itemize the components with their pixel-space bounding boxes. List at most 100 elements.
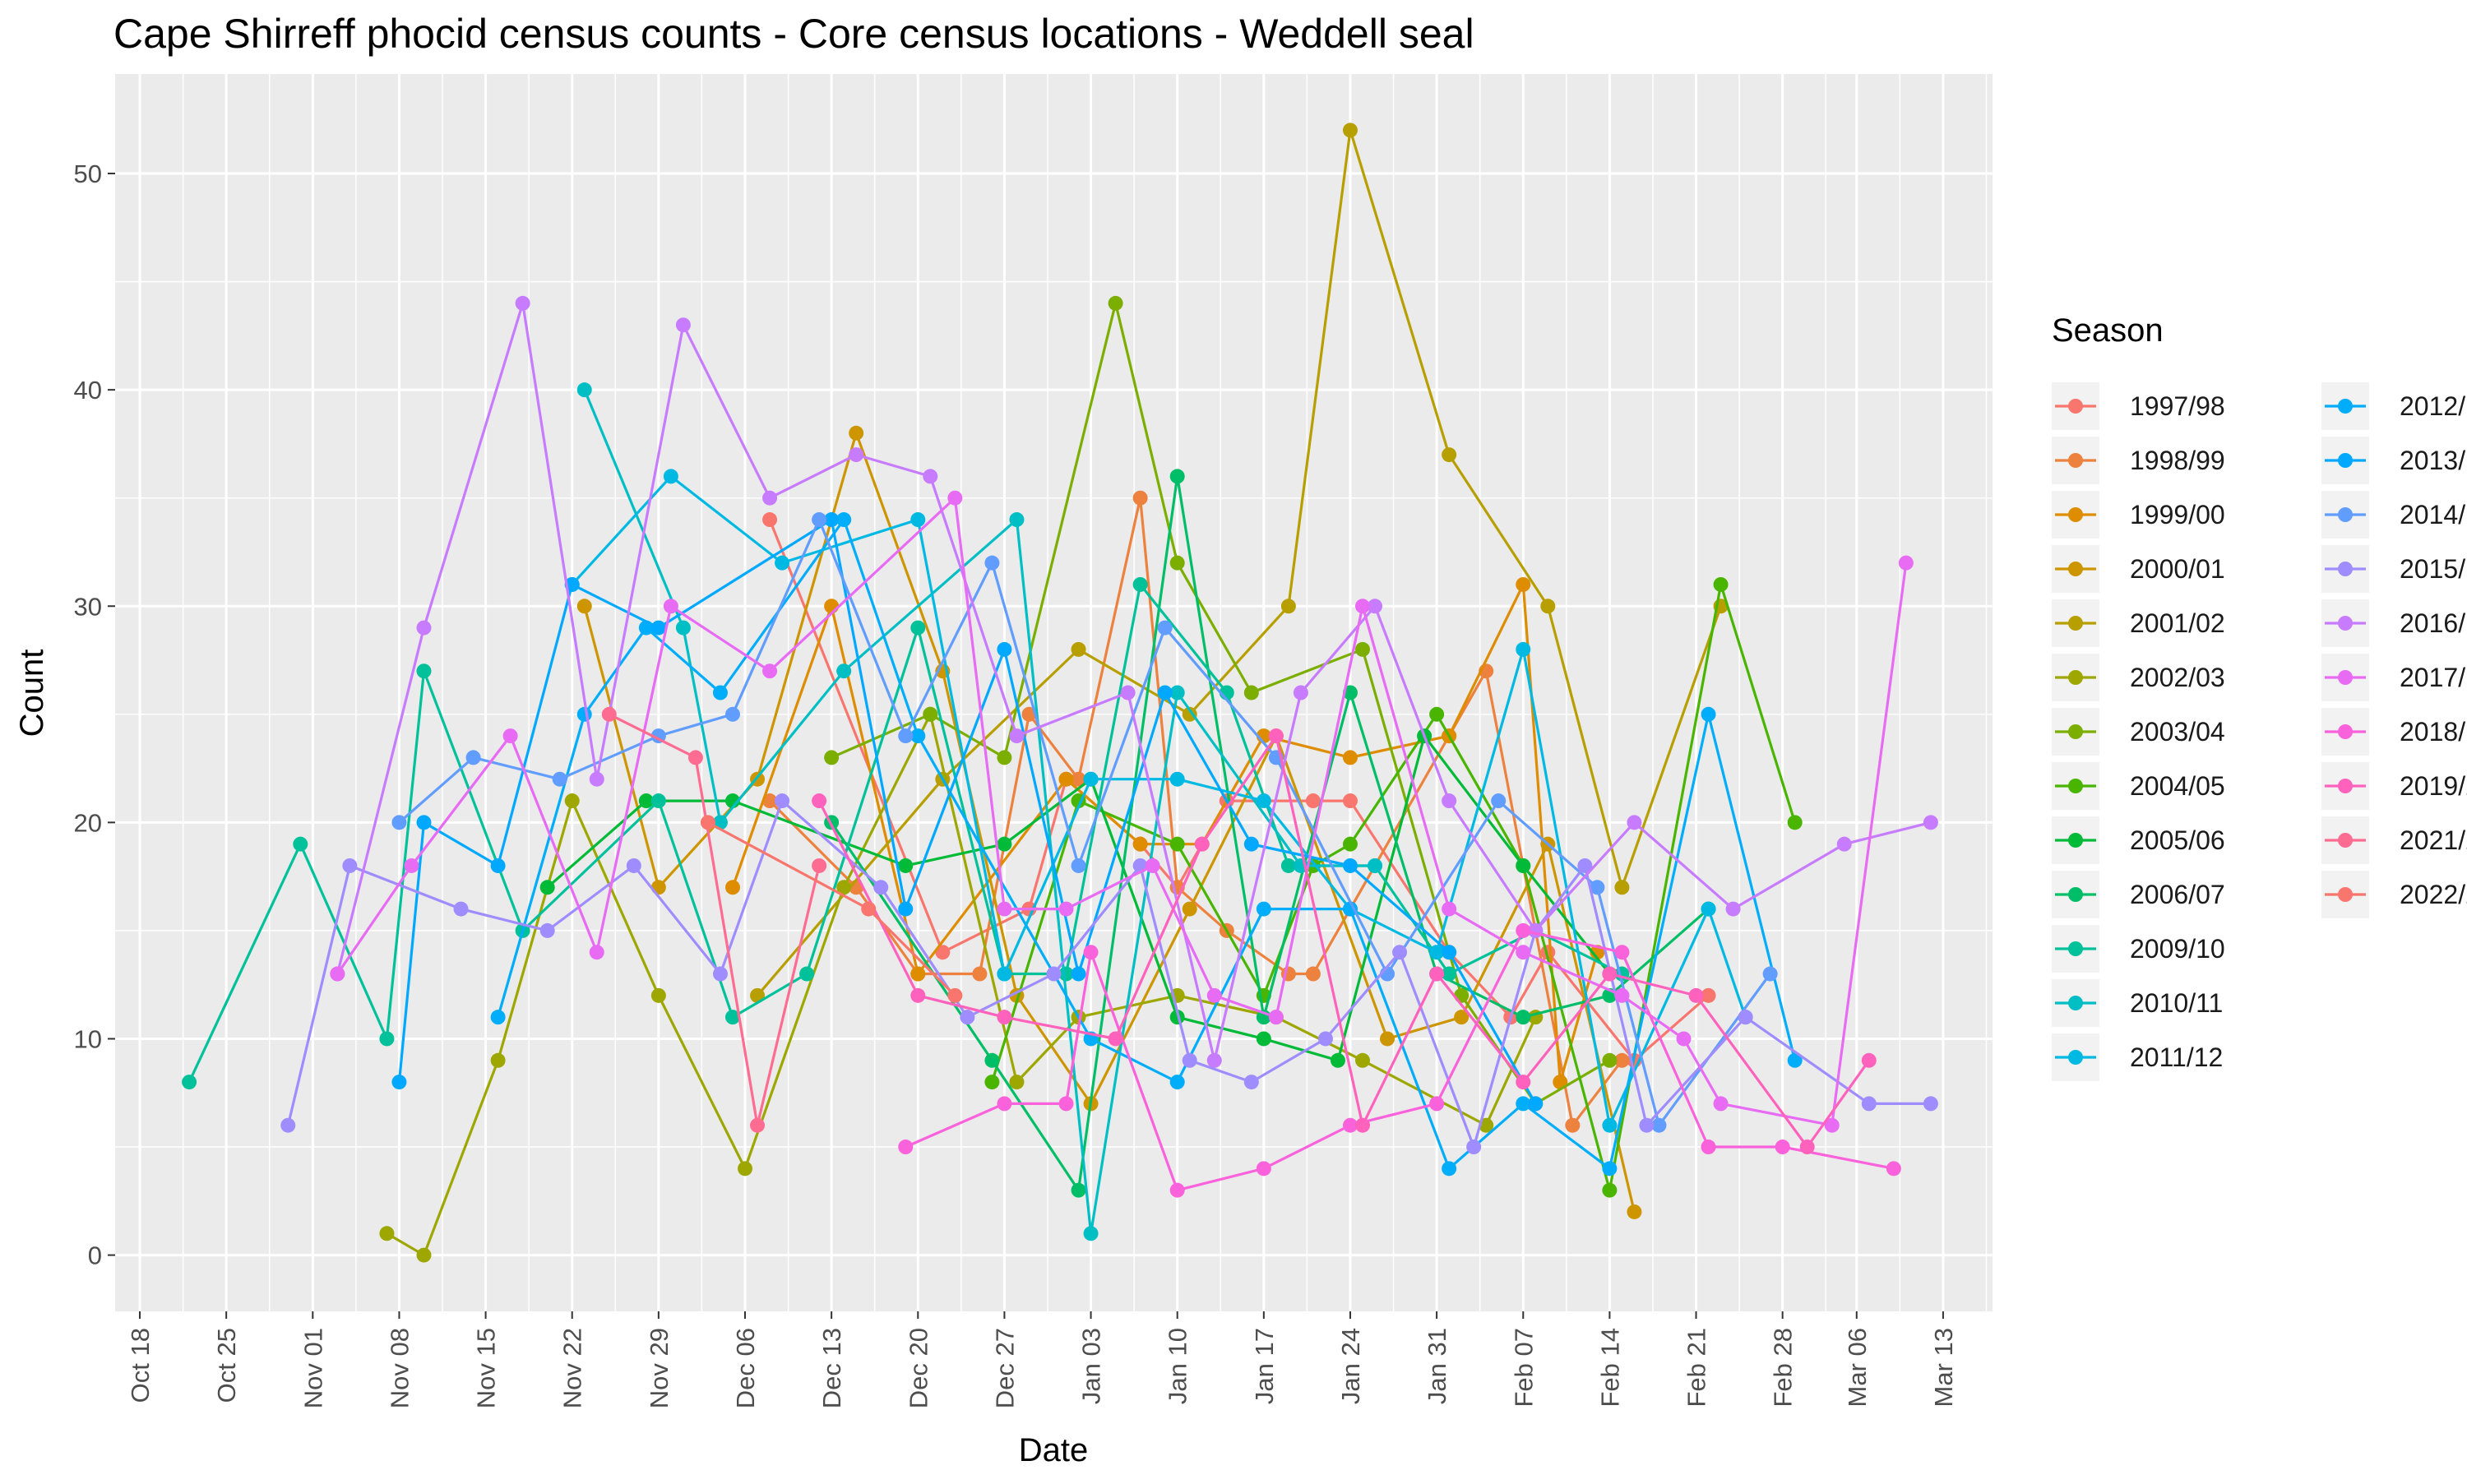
x-tick-label: Oct 18: [126, 1328, 155, 1403]
data-point: [1528, 1096, 1544, 1112]
data-point: [1132, 490, 1148, 506]
legend-key-point: [2068, 724, 2083, 739]
data-point: [539, 880, 555, 895]
data-point: [1317, 1031, 1333, 1047]
data-point: [1442, 901, 1457, 917]
data-point: [1824, 1117, 1840, 1133]
legend-title: Season: [2052, 312, 2164, 349]
data-point: [1368, 599, 1383, 614]
data-point: [923, 469, 938, 484]
legend: Season 1997/98 1998/99 1999/00 2000/01 2001/…: [2052, 312, 2467, 1081]
data-point: [984, 1075, 1000, 1090]
data-point: [1688, 987, 1704, 1003]
x-tick-label: Jan 24: [1336, 1328, 1365, 1404]
legend-label: 2018/19: [2400, 717, 2467, 747]
data-point: [1442, 447, 1457, 463]
legend-label: 2001/02: [2130, 608, 2225, 638]
data-point: [650, 987, 666, 1003]
legend-item: 1998/99: [2052, 437, 2225, 484]
data-point: [416, 815, 432, 830]
x-tick-label: Dec 20: [904, 1328, 933, 1408]
data-point: [675, 620, 691, 636]
data-point: [1169, 685, 1185, 700]
legend-key-point: [2068, 399, 2083, 414]
legend-item: 2001/02: [2052, 599, 2225, 647]
legend-key-point: [2068, 941, 2083, 956]
legend-key-point: [2338, 833, 2353, 848]
legend-label: 1998/99: [2130, 446, 2225, 475]
legend-item: 2006/07: [2052, 871, 2225, 918]
x-tick-label: Feb 28: [1769, 1328, 1798, 1408]
data-point: [1046, 966, 1062, 982]
data-point: [1479, 1117, 1494, 1133]
data-point: [1602, 966, 1618, 982]
data-point: [1354, 641, 1370, 657]
data-point: [1145, 858, 1160, 873]
data-point: [1516, 922, 1531, 938]
legend-key-point: [2068, 507, 2083, 522]
data-point: [997, 836, 1012, 852]
data-point: [576, 599, 592, 614]
data-point: [663, 599, 678, 614]
x-tick-label: Nov 01: [299, 1328, 327, 1408]
data-point: [712, 966, 728, 982]
data-point: [910, 620, 926, 636]
data-point: [898, 728, 914, 744]
data-point: [1157, 685, 1173, 700]
data-point: [293, 836, 308, 852]
data-point: [1627, 815, 1642, 830]
data-point: [1268, 1010, 1284, 1025]
data-point: [1701, 1140, 1716, 1155]
data-point: [1342, 836, 1358, 852]
legend-item: 2004/05: [2052, 762, 2225, 810]
series-line: [187, 583, 1623, 1083]
data-point: [738, 1161, 753, 1177]
data-point: [1590, 880, 1605, 895]
data-point: [984, 555, 1000, 571]
legend-item: 2022/23: [2321, 871, 2467, 918]
series-2017-18: [330, 490, 1914, 1133]
data-point: [1713, 576, 1729, 592]
data-point: [1713, 1096, 1729, 1112]
data-point: [1280, 599, 1296, 614]
legend-item: 2005/06: [2052, 816, 2225, 864]
data-point: [849, 447, 864, 463]
data-point: [1639, 1117, 1655, 1133]
data-point: [824, 512, 840, 528]
data-point: [799, 966, 815, 982]
data-point: [724, 880, 740, 895]
data-point: [1861, 1096, 1877, 1112]
data-point: [1342, 750, 1358, 765]
data-point: [1577, 858, 1593, 873]
data-point: [762, 793, 778, 809]
data-point: [873, 880, 889, 895]
x-axis: Oct 18 Oct 25 Nov 01 Nov 08 Nov 15 Nov 22 Nov …: [126, 1311, 1958, 1408]
x-tick-label: Nov 29: [645, 1328, 673, 1408]
data-point: [972, 966, 988, 982]
x-axis-title: Date: [1019, 1432, 1089, 1468]
chart-title: Cape Shirreff phocid census counts - Cor…: [113, 11, 1474, 57]
data-point: [490, 1010, 506, 1025]
data-point: [1071, 966, 1086, 982]
data-point: [564, 793, 580, 809]
x-tick-label: Feb 14: [1595, 1328, 1624, 1408]
series-line: [398, 518, 1771, 1127]
y-tick-label: 30: [74, 592, 102, 621]
x-tick-label: Oct 25: [212, 1328, 241, 1403]
legend-item: 2002/03: [2052, 654, 2225, 701]
data-point: [1466, 1140, 1482, 1155]
data-point: [812, 793, 827, 809]
data-point: [330, 966, 345, 982]
data-point: [1305, 966, 1321, 982]
legend-key-point: [2068, 887, 2083, 902]
legend-label: 2019/20: [2400, 771, 2467, 801]
x-tick-label: Nov 22: [558, 1328, 587, 1408]
x-tick-label: Mar 13: [1929, 1328, 1958, 1407]
data-point: [1071, 771, 1086, 787]
data-point: [724, 1010, 740, 1025]
data-point: [379, 1031, 395, 1047]
legend-label: 2009/10: [2130, 934, 2225, 964]
data-point: [1516, 1096, 1531, 1112]
data-point: [1429, 945, 1445, 960]
data-point: [1021, 706, 1037, 722]
